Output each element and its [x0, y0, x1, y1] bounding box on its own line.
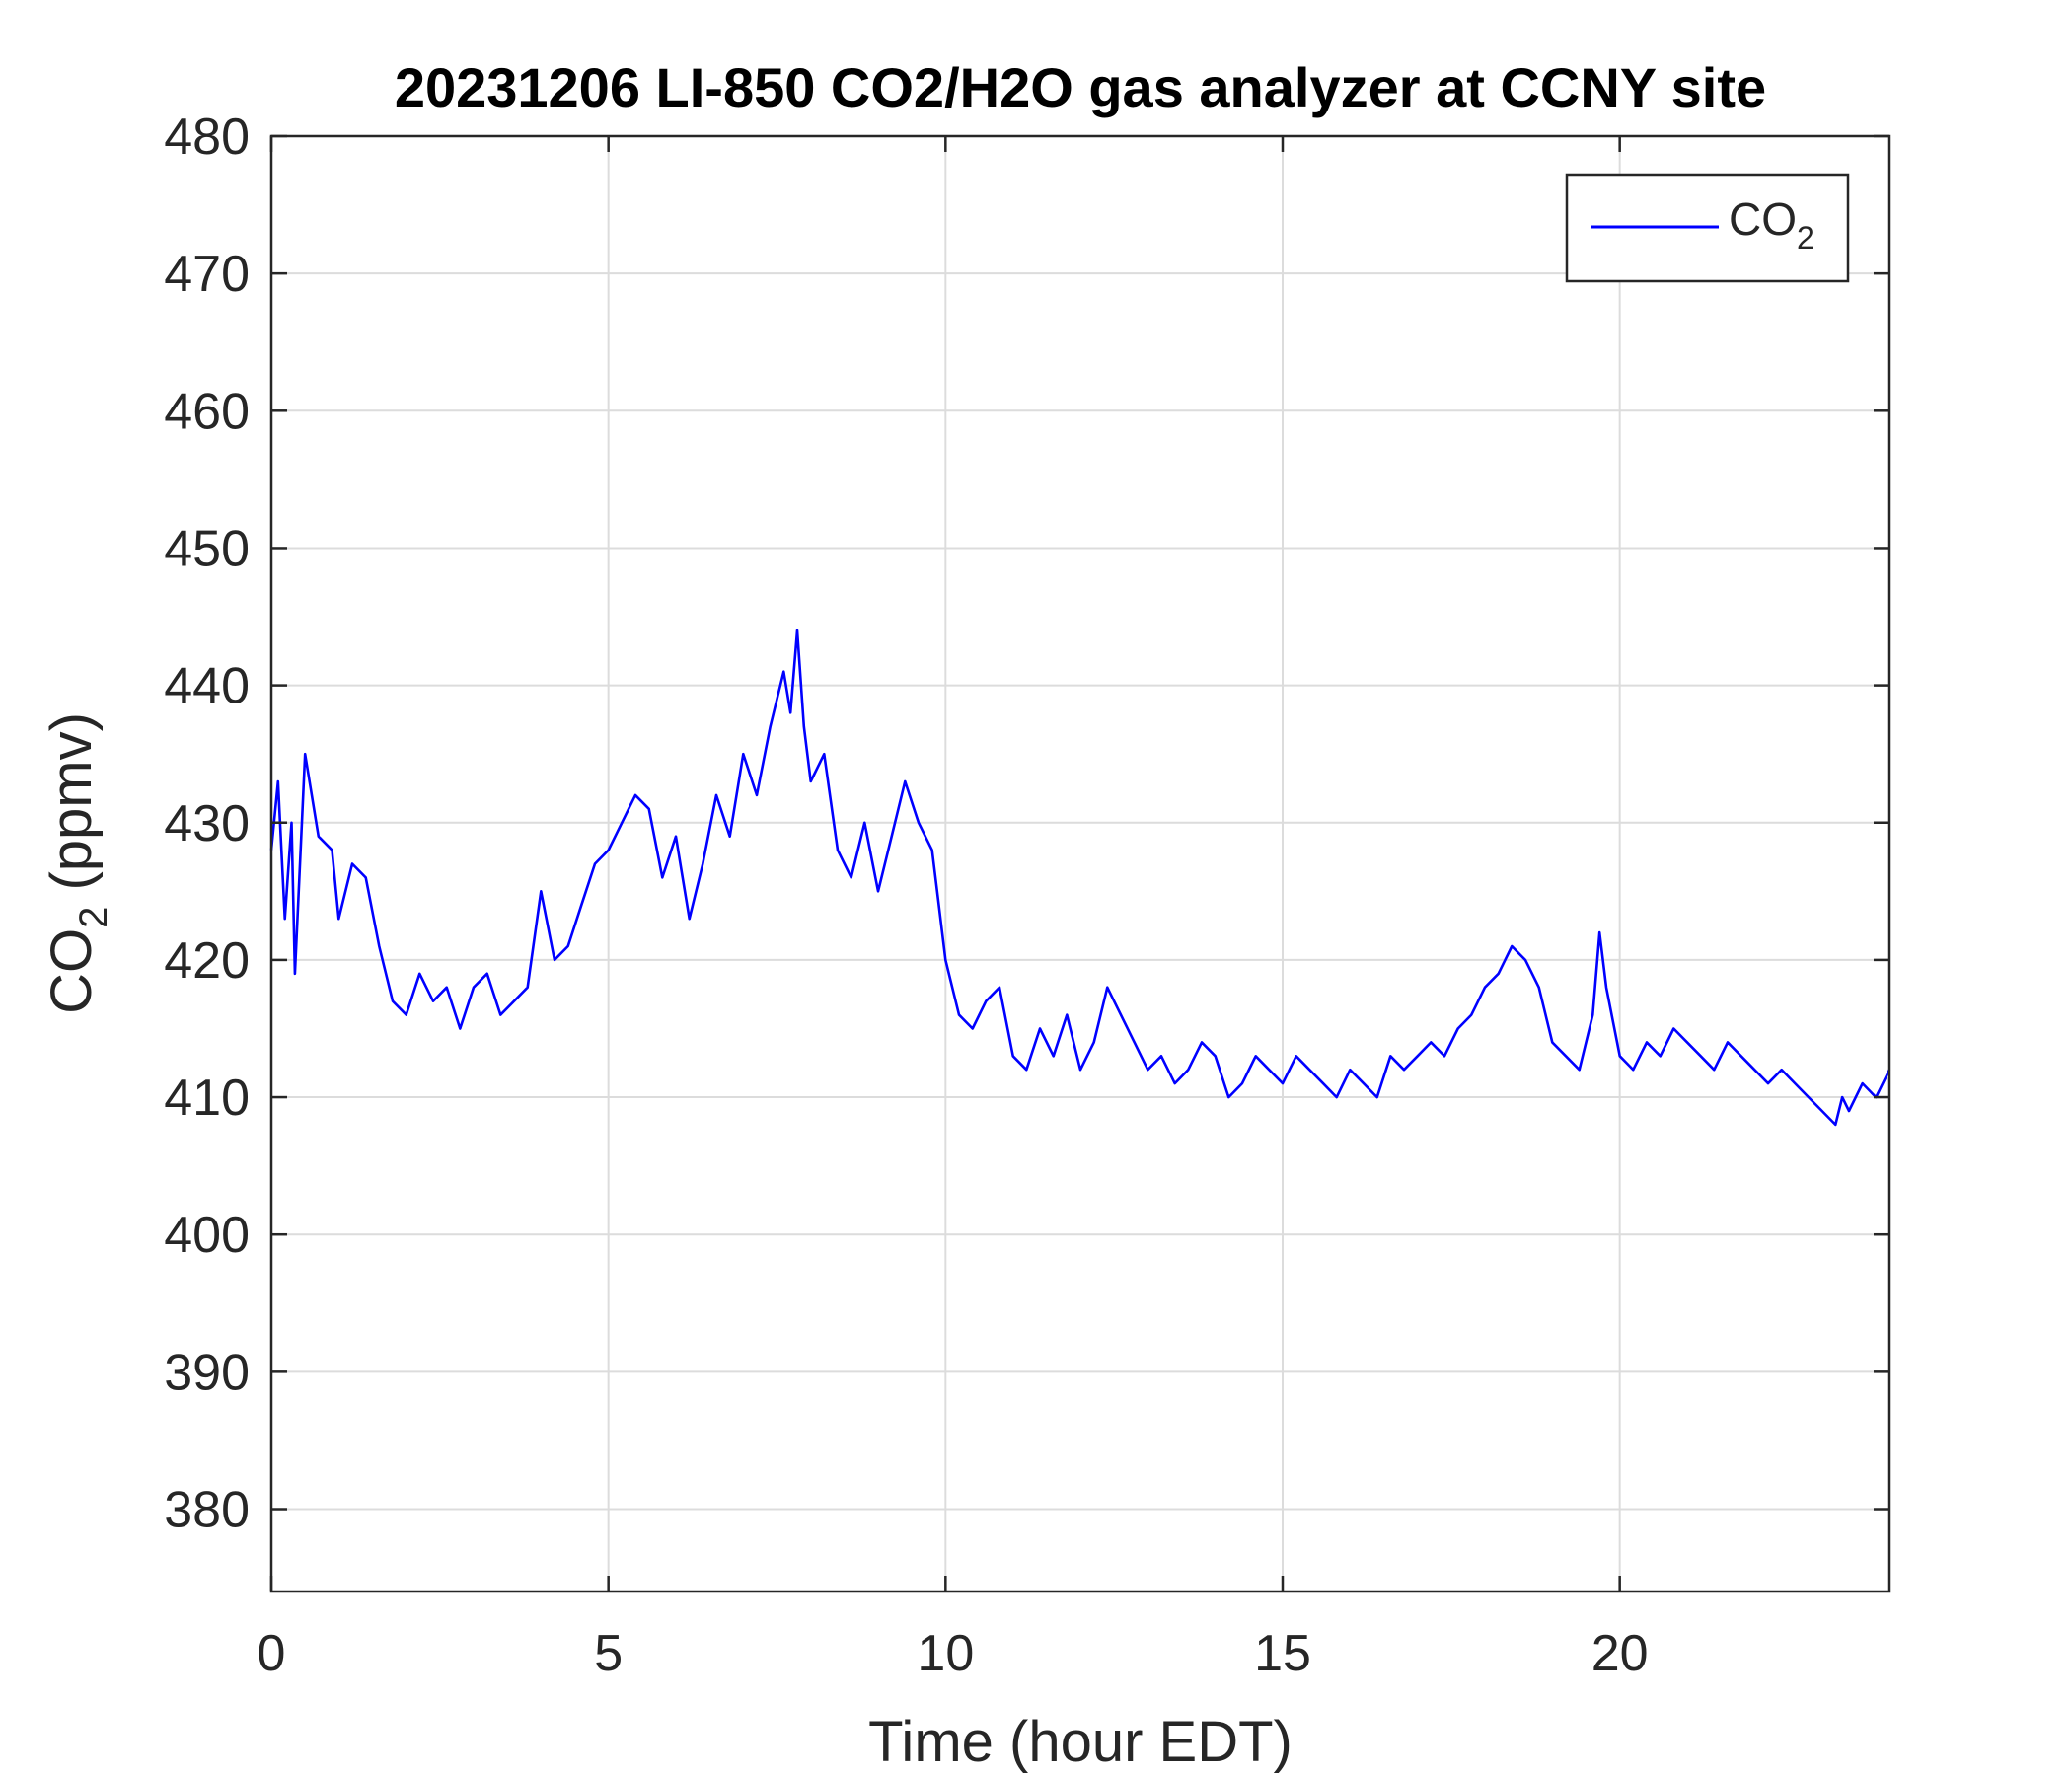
y-axis-label-suffix: (ppmv)	[39, 712, 104, 907]
y-tick-label: 440	[164, 658, 250, 715]
series-lines	[269, 629, 1891, 1127]
y-axis-label-prefix: CO	[39, 928, 104, 1014]
grid-lines	[270, 135, 1889, 1591]
y-tick-label: 380	[164, 1482, 250, 1539]
legend-label-co2: CO2	[1729, 193, 1814, 256]
y-tick-labels: 380 390 400 410 420 430 440 450 460 470 480	[164, 109, 250, 1539]
y-tick-label: 390	[164, 1344, 250, 1401]
y-tick-label: 450	[164, 520, 250, 577]
x-tick-label: 15	[1254, 1625, 1311, 1682]
x-tick-label: 10	[917, 1625, 974, 1682]
x-tick-label: 20	[1591, 1625, 1649, 1682]
series-line-co2	[269, 629, 1891, 1127]
y-axis-label-subscript: 2	[72, 907, 115, 928]
x-tick-label: 0	[258, 1625, 286, 1682]
legend-label-prefix: CO	[1729, 193, 1797, 245]
x-tick-labels: 0 5 10 15 20	[258, 1625, 1649, 1682]
chart-title: 20231206 LI-850 CO2/H2O gas analyzer at …	[395, 56, 1766, 118]
y-tick-label: 460	[164, 383, 250, 440]
y-tick-label: 410	[164, 1070, 250, 1127]
x-tick-label: 5	[594, 1625, 623, 1682]
legend-label-subscript: 2	[1797, 220, 1814, 256]
legend: CO2	[1565, 173, 1850, 283]
y-tick-label: 480	[164, 109, 250, 166]
y-tick-label: 420	[164, 932, 250, 990]
y-tick-label: 430	[164, 795, 250, 852]
y-tick-label: 400	[164, 1207, 250, 1264]
x-axis-label: Time (hour EDT)	[868, 1710, 1293, 1774]
plot-frame	[269, 134, 1891, 1593]
y-axis-label: CO2 (ppmv)	[39, 712, 115, 1014]
y-tick-label: 470	[164, 246, 250, 303]
axis-ticks	[269, 134, 1889, 1591]
